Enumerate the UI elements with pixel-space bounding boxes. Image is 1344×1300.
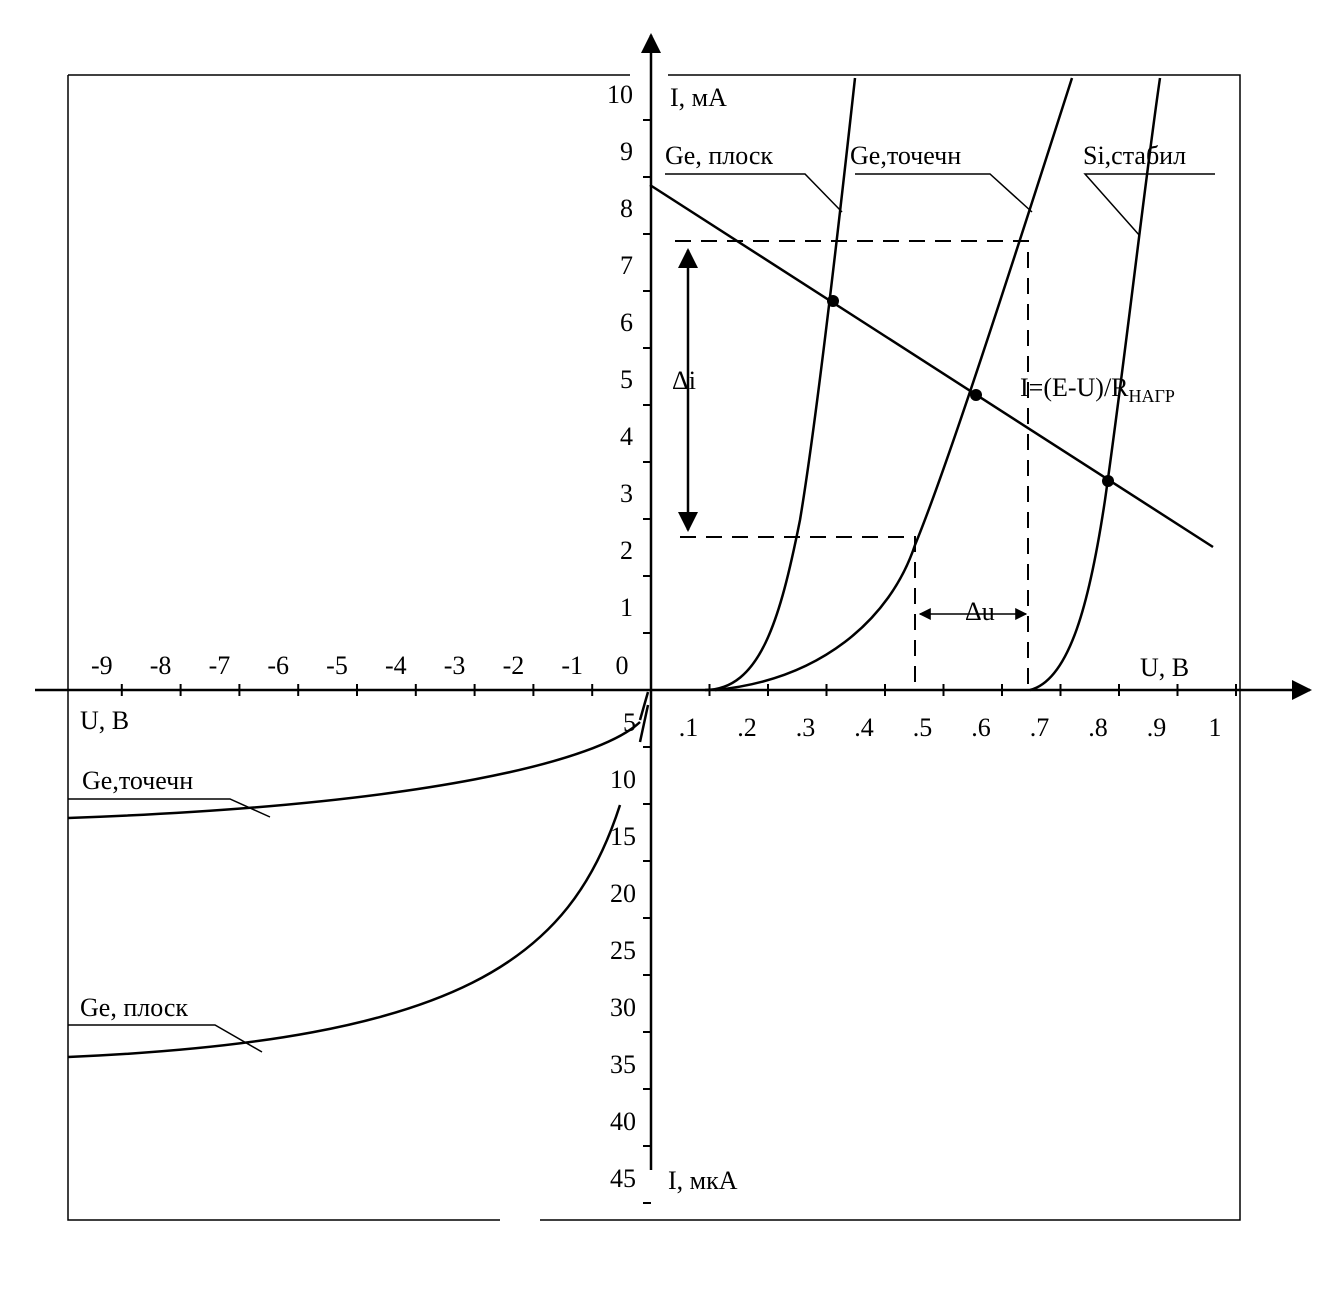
curve-label: Ge,точечн (850, 141, 961, 170)
ge-point-reverse (67, 721, 641, 820)
tick-label: 10 (610, 765, 636, 794)
tick-label: 35 (610, 1050, 636, 1079)
tick-label: .1 (679, 713, 699, 742)
tick-label: 40 (610, 1107, 636, 1136)
tick-label: 0 (616, 651, 629, 680)
curve-label: Ge, плоск (80, 993, 188, 1022)
tick-label: -3 (444, 651, 466, 680)
origin-mark (638, 691, 650, 743)
tick-label: .9 (1147, 713, 1167, 742)
ge-planar-reverse (67, 804, 622, 1059)
tick-label: 8 (620, 194, 633, 223)
tick-label: .3 (796, 713, 816, 742)
formula: I=(E-U)/RНАГР (1020, 373, 1175, 406)
tick-label: -6 (267, 651, 289, 680)
axis-label: I, мА (670, 83, 727, 112)
construction-lines (675, 240, 1029, 690)
tick-label: 1 (1209, 713, 1222, 742)
annotation: Δu (965, 597, 995, 626)
tick-label: .6 (971, 713, 991, 742)
tick-label: .5 (913, 713, 933, 742)
tick-label: -9 (91, 651, 113, 680)
tick-label: 20 (610, 879, 636, 908)
tick-label: .2 (737, 713, 757, 742)
tick-label: 2 (620, 536, 633, 565)
tick-label: 5 (623, 708, 636, 737)
tick-label: -4 (385, 651, 407, 680)
ge-point-forward (714, 77, 1074, 692)
curve-label: Si,стабил (1083, 141, 1186, 170)
operating-point (827, 295, 839, 307)
tick-label: 15 (610, 822, 636, 851)
operating-point (970, 389, 982, 401)
tick-label: 9 (620, 137, 633, 166)
label-leaders (68, 173, 1215, 1053)
tick-label: -1 (561, 651, 583, 680)
tick-label: .7 (1030, 713, 1050, 742)
tick-label: 3 (620, 479, 633, 508)
tick-label: 25 (610, 936, 636, 965)
tick-label: 6 (620, 308, 633, 337)
tick-label: 45 (610, 1164, 636, 1193)
frame (67, 74, 1241, 1221)
tick-label: 30 (610, 993, 636, 1022)
axis-label: U, В (1140, 653, 1189, 682)
si-stab-forward (1029, 77, 1162, 692)
tick-label: 10 (607, 80, 633, 109)
annotation: Δi (672, 366, 696, 395)
axis-label: U, В (80, 706, 129, 735)
tick-label: 1 (620, 593, 633, 622)
tick-label: 4 (620, 422, 633, 451)
tick-label: 7 (620, 251, 633, 280)
tick-label: .4 (854, 713, 874, 742)
operating-point (1102, 475, 1114, 487)
tick-label: -5 (326, 651, 348, 680)
formula-sub: НАГР (1129, 386, 1175, 406)
ge-planar-forward (704, 77, 857, 692)
load-line (649, 183, 1214, 549)
tick-label: -2 (503, 651, 525, 680)
formula-main: I=(E-U)/R (1020, 373, 1129, 402)
axis-label: I, мкА (668, 1166, 738, 1195)
tick-label: -8 (150, 651, 172, 680)
curve-label: Ge, плоск (665, 141, 773, 170)
tick-label: 5 (620, 365, 633, 394)
tick-label: .8 (1088, 713, 1108, 742)
curve-label: Ge,точечн (82, 766, 193, 795)
tick-label: -7 (209, 651, 231, 680)
